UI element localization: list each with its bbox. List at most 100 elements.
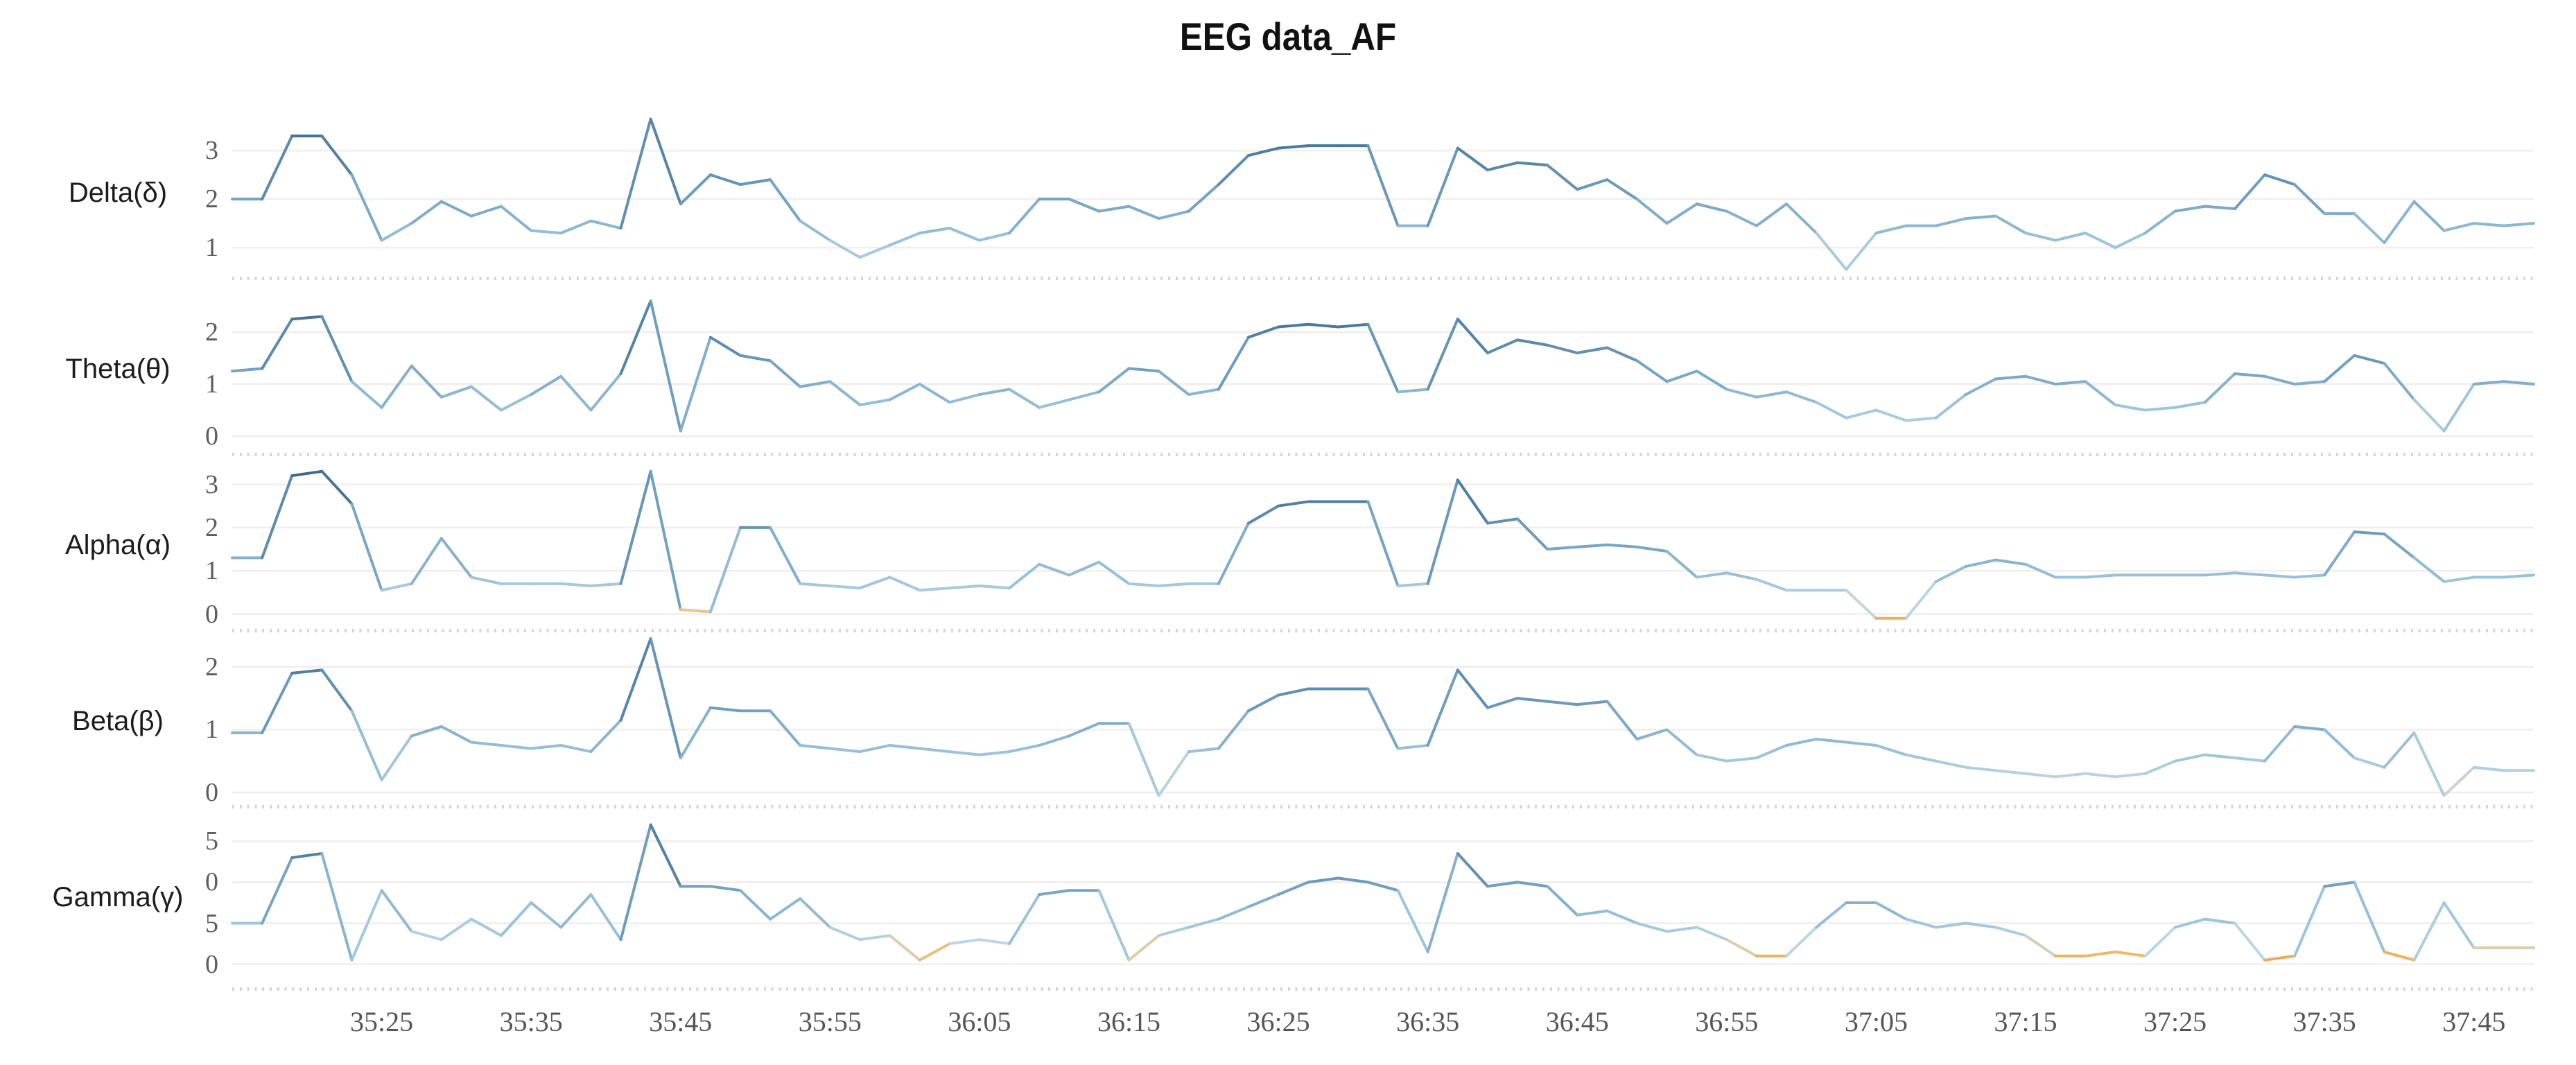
series-segment-beta — [679, 706, 712, 760]
series-segment-delta — [2143, 209, 2177, 235]
series-segment-theta — [440, 385, 473, 399]
series-segment-gamma — [1157, 926, 1190, 937]
series-segment-delta — [410, 200, 443, 225]
x-minor-ticks-beta — [232, 805, 2534, 808]
series-segment-beta — [1426, 668, 1459, 747]
series-segment-alpha — [261, 474, 294, 560]
y-tick-label-theta: 1 — [205, 370, 218, 399]
series-segment-gamma — [380, 889, 413, 933]
x-tick-label: 35:35 — [499, 1006, 563, 1037]
series-segment-beta — [828, 747, 862, 754]
series-segment-alpha — [1396, 582, 1429, 588]
series-segment-beta — [1874, 744, 1908, 756]
series-segment-theta — [799, 380, 832, 388]
x-tick-label: 37:45 — [2442, 1006, 2506, 1037]
series-segment-theta — [2203, 372, 2236, 404]
series-segment-beta — [858, 744, 891, 754]
series-segment-gamma — [1307, 876, 1340, 884]
series-segment-gamma — [1486, 881, 1520, 888]
series-segment-delta — [1665, 202, 1698, 225]
series-segment-theta — [1516, 338, 1549, 347]
series-segment-beta — [1516, 697, 1549, 703]
series-segment-delta — [738, 178, 772, 187]
series-segment-theta — [1964, 377, 1997, 396]
series-segment-alpha — [2383, 532, 2416, 560]
y-tick-label-delta: 3 — [205, 136, 218, 166]
series-segment-theta — [1546, 343, 1579, 354]
series-segment-theta — [1068, 390, 1101, 401]
series-segment-delta — [1366, 144, 1400, 227]
series-segment-alpha — [679, 608, 712, 614]
y-tick-label-beta: 0 — [205, 777, 218, 807]
series-segment-delta — [2383, 200, 2416, 245]
series-segment-delta — [2412, 200, 2446, 232]
series-segment-beta — [500, 744, 533, 750]
series-segment-delta — [1456, 146, 1489, 172]
series-segment-beta — [1456, 668, 1489, 709]
series-segment-theta — [1396, 388, 1429, 394]
series-segment-theta — [2323, 354, 2356, 383]
series-segment-alpha — [1934, 564, 1967, 583]
series-segment-beta — [2353, 756, 2386, 769]
series-segment-delta — [1934, 217, 1967, 227]
series-segment-delta — [350, 173, 383, 242]
series-segment-delta — [1635, 198, 1669, 225]
series-segment-delta — [1546, 164, 1579, 191]
series-segment-theta — [948, 393, 981, 404]
series-segment-gamma — [2323, 881, 2356, 888]
series-segment-theta — [1187, 388, 1220, 396]
series-segment-gamma — [2203, 917, 2236, 925]
series-segment-delta — [2054, 232, 2087, 242]
series-segment-delta — [2293, 183, 2326, 216]
y-tick-label-theta: 0 — [205, 422, 218, 451]
x-tick-label: 35:55 — [798, 1006, 862, 1037]
series-segment-delta — [2024, 232, 2057, 242]
series-segment-alpha — [1845, 589, 1878, 620]
series-segment-theta — [1217, 336, 1250, 391]
series-segment-delta — [1815, 232, 1848, 271]
series-segment-theta — [350, 380, 383, 409]
series-segment-beta — [2024, 772, 2057, 779]
series-segment-gamma — [1934, 921, 1967, 929]
series-segment-theta — [1456, 318, 1489, 354]
series-segment-beta — [649, 637, 682, 760]
series-segment-theta — [2084, 380, 2117, 406]
series-segment-delta — [1426, 146, 1459, 227]
series-segment-beta — [1546, 700, 1579, 707]
series-segment-theta — [1725, 388, 1758, 399]
series-segment-gamma — [1994, 926, 2028, 937]
series-segment-delta — [380, 222, 413, 242]
row-label-alpha: Alpha(α) — [64, 530, 171, 560]
series-segment-gamma — [1874, 901, 1908, 921]
series-segment-delta — [440, 200, 473, 218]
x-tick-label: 35:45 — [649, 1006, 713, 1037]
series-segment-beta — [1815, 737, 1848, 744]
series-segment-gamma — [1366, 881, 1400, 892]
series-segment-delta — [918, 227, 951, 235]
series-segment-theta — [1426, 318, 1459, 391]
x-minor-ticks-delta — [232, 277, 2534, 280]
series-segment-beta — [1665, 728, 1698, 756]
series-segment-gamma — [799, 897, 832, 929]
series-segment-beta — [1038, 734, 1071, 747]
series-segment-delta — [1097, 205, 1131, 213]
series-segment-beta — [1964, 765, 1997, 772]
series-segment-gamma — [350, 889, 383, 962]
series-segment-alpha — [2502, 573, 2535, 579]
series-segment-theta — [231, 367, 264, 373]
series-segment-beta — [1068, 722, 1101, 738]
series-segment-delta — [1576, 178, 1609, 191]
series-segment-theta — [888, 383, 921, 401]
series-segment-gamma — [1277, 881, 1310, 897]
series-segment-alpha — [1725, 571, 1758, 581]
series-segment-delta — [559, 219, 593, 235]
series-segment-delta — [649, 117, 682, 206]
series-segment-gamma — [2442, 901, 2475, 949]
series-segment-alpha — [1127, 582, 1160, 588]
series-segment-gamma — [410, 930, 443, 942]
series-segment-alpha — [888, 575, 921, 592]
series-segment-beta — [1486, 697, 1520, 709]
series-segment-theta — [290, 315, 324, 321]
series-segment-alpha — [290, 469, 324, 478]
series-segment-gamma — [1605, 909, 1639, 925]
